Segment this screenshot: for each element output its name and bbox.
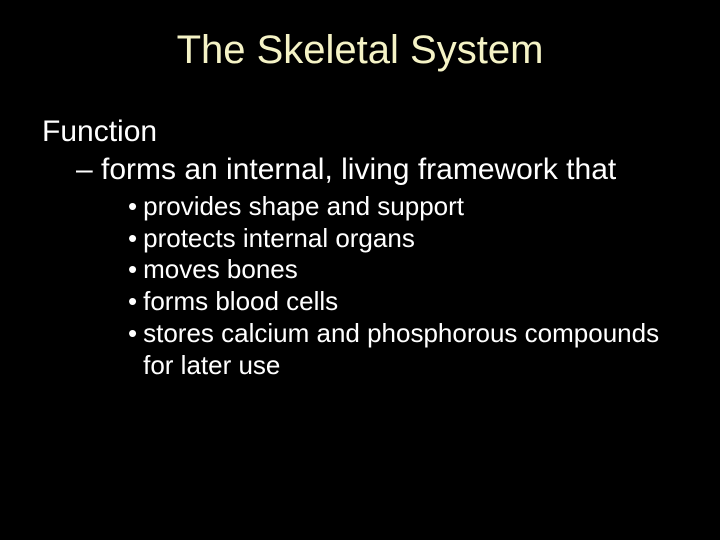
body-level1: – forms an internal, living framework th… xyxy=(76,153,720,187)
bullet-icon: • xyxy=(128,286,143,318)
list-item: •protects internal organs xyxy=(128,223,668,255)
slide: The Skeletal System Function – forms an … xyxy=(0,0,720,540)
slide-title: The Skeletal System xyxy=(0,0,720,73)
list-item: •moves bones xyxy=(128,254,668,286)
bullet-icon: • xyxy=(128,223,143,255)
body-level2-list: •provides shape and support•protects int… xyxy=(128,191,668,381)
list-item-text: provides shape and support xyxy=(143,191,668,223)
body-level0: Function xyxy=(42,115,720,149)
list-item-text: moves bones xyxy=(143,254,668,286)
list-item: •stores calcium and phosphorous compound… xyxy=(128,318,668,381)
list-item: •provides shape and support xyxy=(128,191,668,223)
bullet-icon: • xyxy=(128,191,143,223)
bullet-icon: • xyxy=(128,254,143,286)
list-item-text: stores calcium and phosphorous compounds… xyxy=(143,318,668,381)
list-item-text: forms blood cells xyxy=(143,286,668,318)
list-item-text: protects internal organs xyxy=(143,223,668,255)
bullet-icon: • xyxy=(128,318,143,350)
list-item: •forms blood cells xyxy=(128,286,668,318)
